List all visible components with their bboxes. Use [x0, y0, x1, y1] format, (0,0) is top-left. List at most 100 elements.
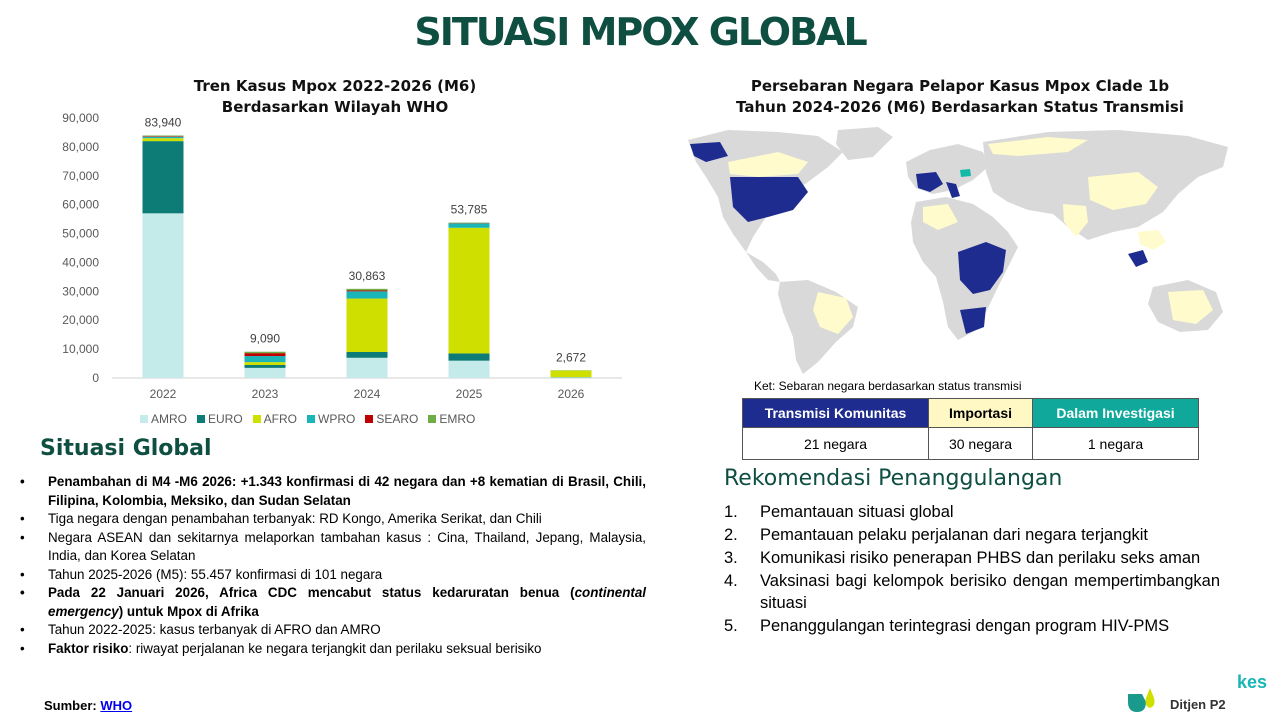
map-title-line2: Tahun 2024-2026 (M6) Berdasarkan Status … [736, 98, 1184, 116]
map-community-italy [946, 182, 960, 198]
bar-segment-wpro [346, 291, 388, 299]
x-tick-label: 2023 [252, 387, 279, 401]
rekomendasi-item: 4. Vaksinasi bagi kelompok berisiko denga… [724, 570, 1220, 614]
rekomendasi-item: 2. Pemantauan pelaku perjalanan dari nega… [724, 524, 1220, 546]
rekomendasi-item: 3. Komunikasi risiko penerapan PHBS dan p… [724, 547, 1220, 569]
y-tick-label: 30,000 [62, 284, 99, 298]
legend-label: SEARO [376, 412, 419, 426]
map-community-europe [916, 172, 943, 192]
legend-swatch [365, 415, 374, 423]
y-tick-label: 20,000 [62, 313, 99, 327]
bar-segment-emro [448, 222, 490, 224]
bar-segment-afro [550, 370, 592, 378]
map-import-india [1063, 204, 1088, 237]
y-tick-label: 80,000 [62, 140, 99, 154]
legend-item: AFRO [252, 412, 297, 426]
legend-swatch [197, 415, 205, 423]
situasi-item-bold: Faktor risiko [48, 640, 129, 656]
item-number: 1. [724, 503, 738, 521]
bar-segment-afro [448, 227, 490, 354]
item-text: Penanggulangan terintegrasi dengan progr… [760, 617, 1170, 635]
y-tick-label: 70,000 [62, 169, 99, 183]
map-import-russia [988, 137, 1088, 156]
map-import-australia [1168, 290, 1213, 324]
map-title-line1: Persebaran Negara Pelapor Kasus Mpox Cla… [750, 77, 1170, 95]
legend-item: SEARO [365, 412, 418, 426]
y-tick-label: 60,000 [62, 198, 99, 212]
legend-swatch [307, 415, 316, 423]
item-number: 3. [724, 549, 738, 567]
total-label: 9,090 [250, 332, 280, 346]
bar-segment-euro [142, 141, 184, 214]
map-community-asia [1128, 250, 1148, 267]
bar-segment-euro [448, 353, 490, 361]
map-import-brazil [813, 292, 853, 334]
item-number: 5. [724, 617, 738, 635]
y-tick-label: 50,000 [62, 227, 99, 241]
y-tick-label: 0 [92, 371, 99, 385]
total-label: 30,863 [349, 269, 386, 283]
bar-segment-emro [244, 351, 286, 354]
status-table-header: Transmisi Komunitas Importasi Dalam Inve… [742, 398, 1199, 428]
situasi-item: Pada 22 Januari 2026, Africa CDC mencabu… [20, 584, 646, 621]
map-import-canada [728, 152, 808, 177]
total-label: 53,785 [451, 203, 488, 217]
bar-segment-wpro [142, 136, 184, 139]
map-note: Ket: Sebaran negara berdasarkan status t… [754, 379, 1022, 393]
header-community: Transmisi Komunitas [742, 398, 929, 428]
situasi-item-em: continental emergency [48, 585, 646, 619]
logo-mark-left [1128, 694, 1146, 712]
bar-segment-searo [346, 290, 388, 292]
situasi-item: Tahun 2022-2025: kasus terbanyak di AFRO… [20, 621, 646, 640]
legend-label: AMRO [151, 412, 187, 426]
bar-segment-amro [346, 357, 388, 378]
y-tick-label: 90,000 [62, 111, 99, 125]
bar-segment-euro [244, 365, 286, 368]
status-table: Transmisi Komunitas Importasi Dalam Inve… [742, 398, 1199, 460]
map-community-central-africa [958, 242, 1006, 294]
value-import: 30 negara [928, 427, 1033, 460]
item-text: Komunikasi risiko penerapan PHBS dan per… [760, 549, 1201, 567]
ditjen-logo: kes Ditjen P2 [1128, 672, 1267, 712]
legend-label: EURO [208, 412, 243, 426]
header-investigation: Dalam Investigasi [1032, 398, 1199, 428]
situasi-item: Negara ASEAN dan sekitarnya melaporkan t… [20, 529, 646, 566]
source-link[interactable]: WHO [100, 698, 133, 713]
situasi-heading: Situasi Global [40, 436, 212, 461]
status-table-row: 21 negara 30 negara 1 negara [742, 427, 1199, 460]
legend-swatch [252, 415, 261, 423]
item-text: Pemantauan pelaku perjalanan dari negara… [760, 526, 1149, 544]
item-text: Vaksinasi bagi kelompok berisiko dengan … [760, 572, 1220, 612]
legend-item: EMRO [428, 412, 475, 426]
chart-title-line1: Tren Kasus Mpox 2022-2026 (M6) [193, 77, 477, 95]
situasi-item: Penambahan di M4 -M6 2026: +1.343 konfir… [20, 473, 646, 510]
situasi-item: Tiga negara dengan penambahan terbanyak:… [20, 510, 646, 529]
bar-segment-wpro [244, 356, 286, 363]
bar-segment-afro [244, 362, 286, 365]
x-tick-label: 2024 [354, 387, 381, 401]
map-import-nafrica [923, 204, 958, 230]
bar-segment-afro [142, 138, 184, 142]
y-tick-label: 40,000 [62, 255, 99, 269]
chart-title-line2: Berdasarkan Wilayah WHO [221, 98, 449, 116]
legend-item: AMRO [140, 412, 187, 426]
legend-label: EMRO [439, 412, 476, 426]
logo-kes: kes [1237, 672, 1267, 692]
total-label: 2,672 [556, 350, 586, 364]
bar-segment-emro [346, 288, 388, 291]
legend-item: WPRO [307, 412, 355, 426]
item-number: 2. [724, 526, 738, 544]
bar-segment-wpro [448, 223, 490, 228]
logo-mark-right [1145, 688, 1155, 708]
situasi-item: Faktor risiko: riwayat perjalanan ke neg… [20, 640, 646, 659]
world-map [688, 127, 1228, 374]
chart-title: Tren Kasus Mpox 2022-2026 (M6) Berdasark… [130, 76, 540, 118]
rekomendasi-item: 1. Pemantauan situasi global [724, 501, 1220, 523]
bar-chart: 0 10,000 20,000 30,000 40,000 50,000 60,000 70,… [62, 111, 622, 401]
rekomendasi-heading: Rekomendasi Penanggulangan [724, 466, 1063, 491]
chart-legend: AMRO EURO AFRO WPRO SEARO EMRO [140, 412, 620, 426]
source-label: Sumber: [44, 698, 97, 713]
bar-segment-emro [142, 135, 184, 137]
map-community-usa [730, 177, 808, 222]
value-community: 21 negara [742, 427, 929, 460]
